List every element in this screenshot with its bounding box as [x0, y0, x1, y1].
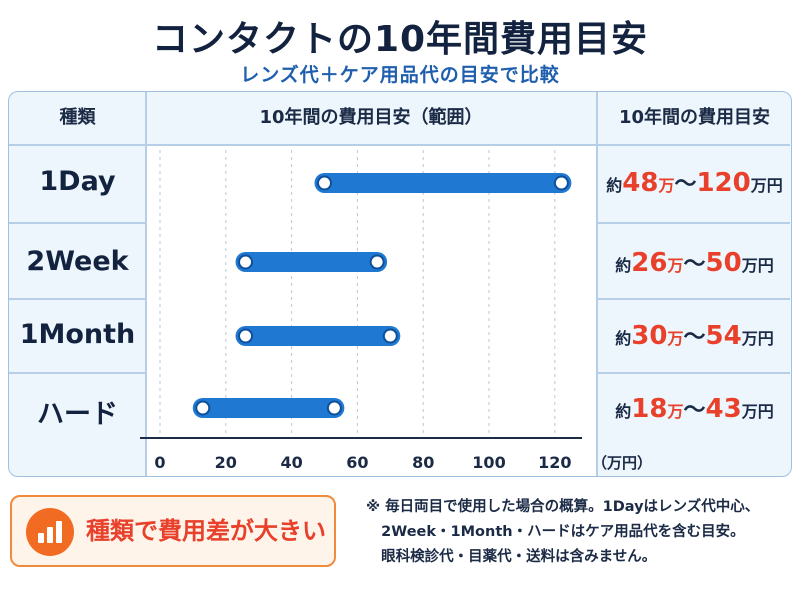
range-bar [235, 252, 388, 272]
row-divider [597, 222, 790, 224]
row-label-hard: ハード [37, 399, 118, 430]
range-start-marker [238, 328, 254, 344]
page-subtitle: レンズ代＋ケア用品代の目安で比較 [240, 64, 560, 86]
x-tick-label: 60 [346, 453, 368, 472]
callout-box: 種類で費用差が大きい [10, 495, 336, 567]
range-end-marker [326, 400, 342, 416]
range-bar [314, 173, 572, 193]
range-start-marker [317, 175, 332, 191]
row-label-2week: 2Week [26, 246, 129, 277]
footnote-line-1: ※ 毎日両目で使用した場合の概算。1Dayはレンズ代中心、 [366, 499, 760, 515]
row-divider [597, 298, 790, 300]
row-divider [9, 372, 146, 374]
range-end-marker [369, 254, 385, 270]
footnote-line-3: 眼科検診代・目薬代・送料は含みません。 [366, 549, 657, 565]
header-type: 種類 [59, 107, 96, 128]
cost-range-1month: 約30万〜54万円 [615, 321, 774, 351]
range-start-marker [195, 400, 211, 416]
x-tick-label: 120 [538, 453, 571, 472]
range-end-marker [382, 328, 398, 344]
cost-table: 種類 10年間の費用目安（範囲） 10年間の費用目安 1Day 2Week 1M… [8, 91, 792, 477]
row-divider [9, 298, 146, 300]
x-axis-unit: （万円） [592, 454, 652, 472]
header-range: 10年間の費用目安（範囲） [259, 107, 483, 128]
row-label-1day: 1Day [39, 166, 116, 197]
x-tick-label: 100 [472, 453, 505, 472]
x-tick-label: 40 [280, 453, 302, 472]
x-tick-label: 0 [154, 453, 165, 472]
row-label-1month: 1Month [19, 319, 136, 350]
x-tick-label: 80 [412, 453, 434, 472]
bar-chart-icon [26, 508, 74, 556]
footnote-line-2: 2Week・1Month・ハードはケア用品代を含む目安。 [366, 524, 745, 540]
column-divider [145, 92, 147, 476]
x-tick-label: 20 [215, 453, 237, 472]
range-start-marker [238, 254, 254, 270]
cost-range-hard: 約18万〜43万円 [615, 394, 774, 424]
range-bar [192, 398, 345, 418]
callout-text: 種類で費用差が大きい [86, 517, 326, 545]
row-divider [597, 372, 790, 374]
row-divider [9, 222, 146, 224]
page-title: コンタクトの10年間費用目安 [151, 19, 649, 60]
plot-area [146, 144, 596, 476]
cost-range-1day: 約48万〜120万円 [606, 168, 783, 198]
range-end-marker [553, 175, 569, 191]
column-divider [596, 92, 598, 476]
header-cost: 10年間の費用目安 [618, 107, 771, 128]
range-bar [235, 326, 401, 346]
header-divider [9, 144, 790, 146]
footnote: ※ 毎日両目で使用した場合の概算。1Dayはレンズ代中心、 2Week・1Mon… [366, 495, 759, 570]
cost-range-2week: 約26万〜50万円 [615, 248, 774, 278]
